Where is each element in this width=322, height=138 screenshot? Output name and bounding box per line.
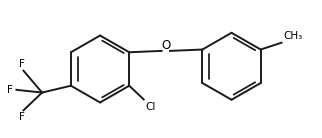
Text: O: O	[161, 39, 170, 52]
Text: F: F	[19, 59, 25, 69]
Text: Cl: Cl	[145, 102, 156, 112]
Text: F: F	[7, 85, 13, 95]
Text: CH₃: CH₃	[283, 31, 302, 41]
Text: F: F	[19, 112, 25, 122]
